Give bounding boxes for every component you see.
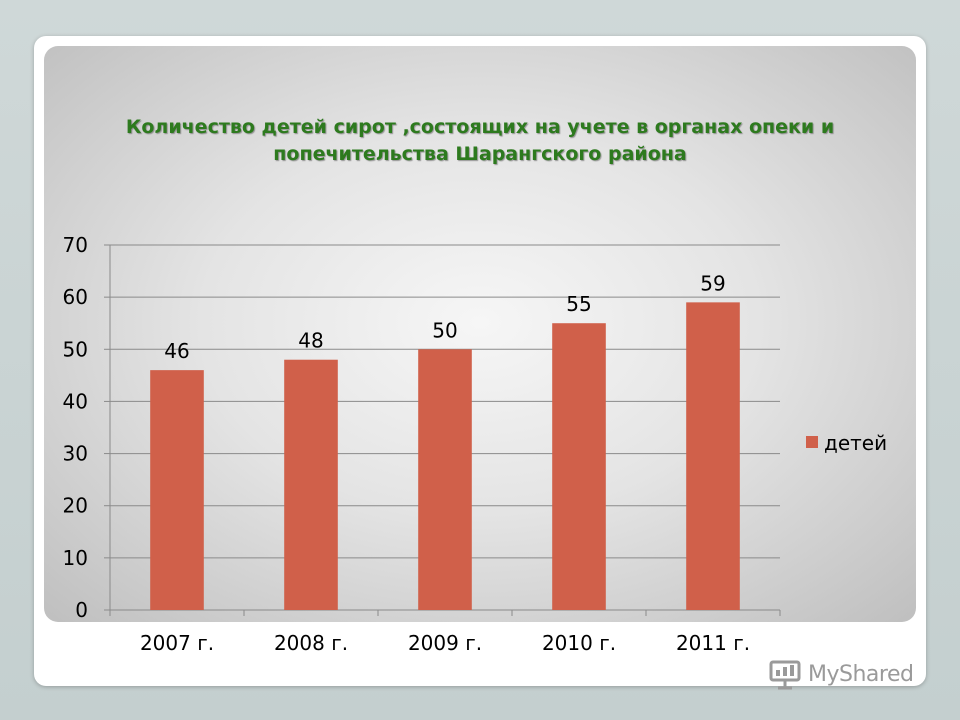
chart-title-line-1: Количество детей сирот ,состоящих на уче… (125, 116, 835, 138)
presentation-board-icon (769, 660, 801, 690)
chart-title-line-2: попечительства Шарангского района (273, 143, 687, 165)
x-tick-label: 2007 г. (140, 631, 214, 655)
data-label: 48 (298, 329, 323, 353)
watermark: MyShared (768, 656, 914, 692)
x-tick-label: 2008 г. (274, 631, 348, 655)
data-label: 46 (164, 339, 189, 363)
x-tick-label: 2009 г. (408, 631, 482, 655)
data-label: 59 (700, 271, 725, 295)
y-tick-label: 60 (63, 285, 88, 309)
y-tick-label: 0 (75, 598, 88, 622)
y-tick-label: 10 (63, 546, 88, 570)
x-tick-label: 2010 г. (542, 631, 616, 655)
data-label: 55 (566, 292, 591, 316)
bar (686, 302, 740, 610)
y-tick-label: 20 (63, 494, 88, 518)
watermark-text: MyShared (808, 661, 914, 687)
bar (284, 359, 338, 610)
y-tick-label: 70 (63, 233, 88, 257)
data-label: 50 (432, 318, 457, 342)
y-tick-label: 40 (63, 389, 88, 413)
y-tick-label: 50 (63, 337, 88, 361)
legend-swatch (806, 436, 818, 448)
x-tick-label: 2011 г. (676, 631, 750, 655)
chart-title: Количество детей сирот ,состоящих на уче… (44, 114, 916, 168)
legend-label: детей (824, 431, 887, 455)
y-tick-label: 30 (63, 442, 88, 466)
bar (150, 370, 204, 610)
bar (552, 323, 606, 610)
bar (418, 349, 472, 610)
